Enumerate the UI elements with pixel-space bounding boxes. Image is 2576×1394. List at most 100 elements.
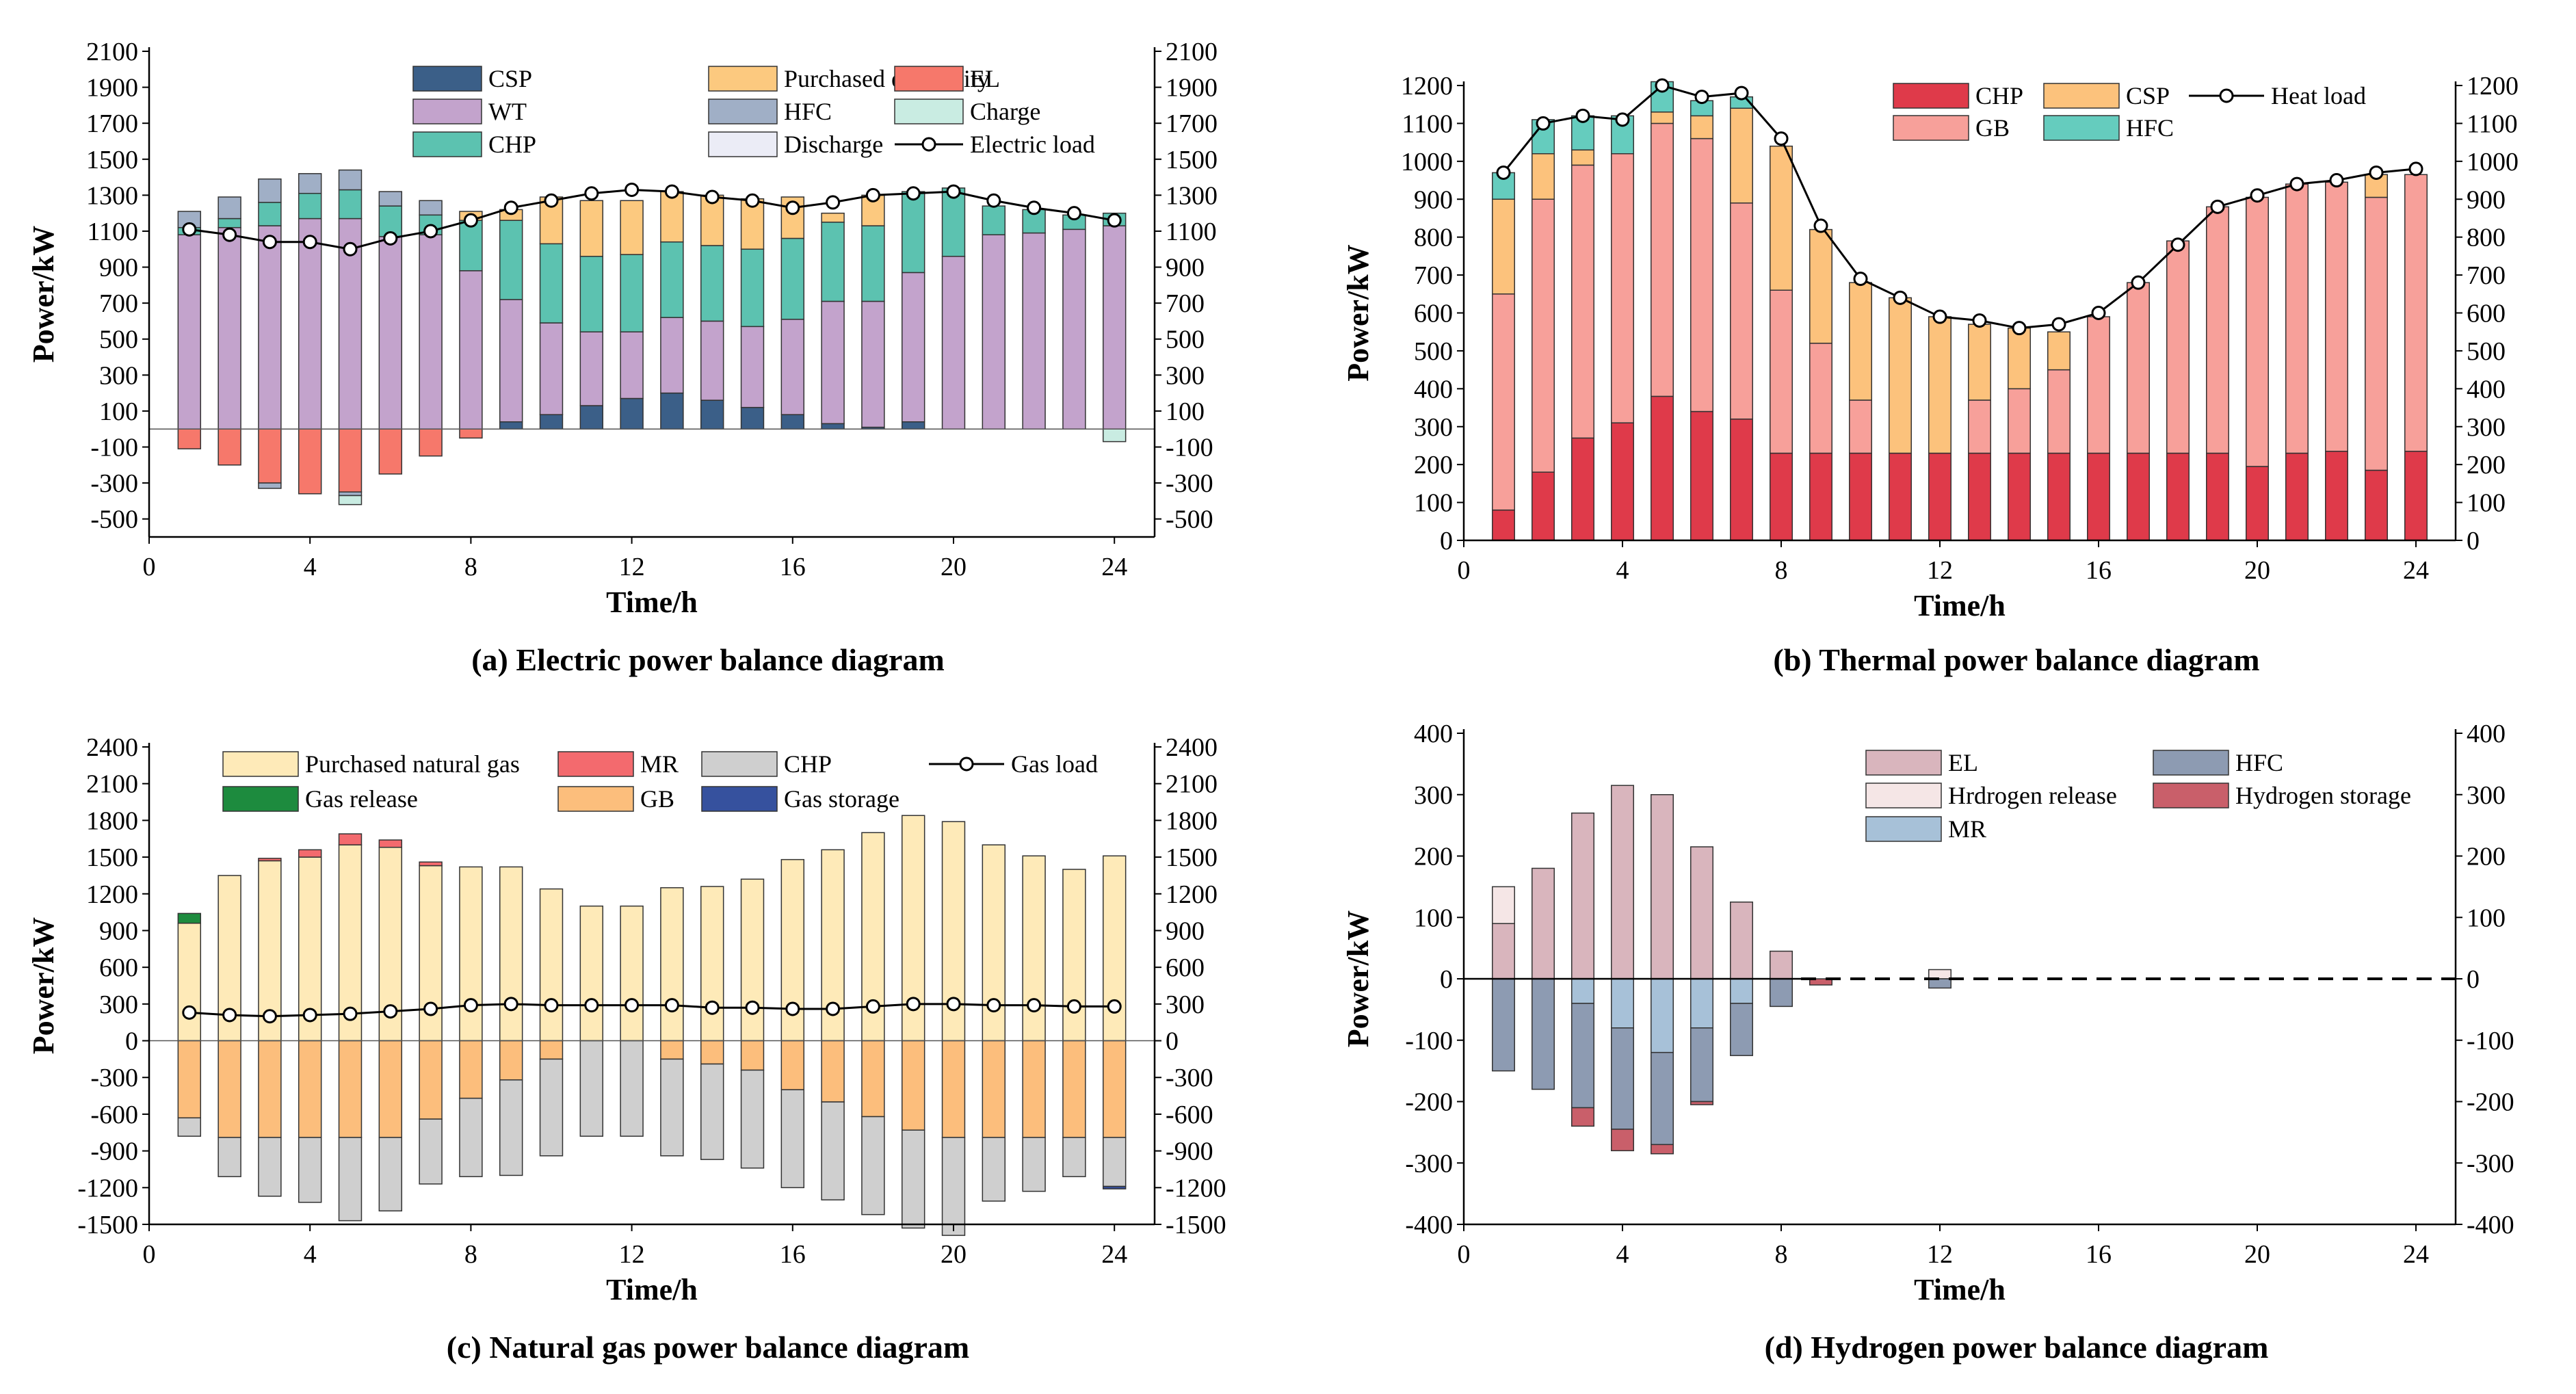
ytick-label-right: -300 [1166,469,1213,498]
bar-a-wt-10 [539,322,564,415]
bar-c-chp-neg-5 [338,1137,363,1222]
bar-d-mr-neg-4 [1611,978,1634,1029]
bar-b-csp-15 [2047,331,2071,371]
legend-swatch-csp [412,66,482,92]
ytick-label-right: 600 [1166,954,1205,982]
bar-d-mr-neg-7 [1730,978,1753,1004]
bar-c-chp-neg-10 [539,1058,564,1157]
ytick-label-left: 700 [1414,261,1453,290]
bar-d-hfc-neg-4 [1611,1027,1634,1130]
marker-a-load-15 [745,193,760,208]
legend-swatch-chp [1893,83,1969,109]
xtick-label: 0 [143,1240,156,1269]
bar-c-gb-neg-7 [419,1040,443,1120]
ytick-label-left: -200 [1405,1088,1453,1117]
bar-a-csp-16 [780,414,805,430]
marker-b-load-14 [2012,321,2027,336]
bar-b-csp-3 [1571,149,1594,166]
bar-b-gb-22 [2325,181,2348,452]
ytick-label-left: 400 [1414,375,1453,404]
ytick-label-right: 1500 [1166,843,1218,872]
ytick-label-right: -300 [2467,1149,2514,1178]
bar-a-el-neg-2 [218,428,241,466]
bar-b-gb-15 [2047,369,2071,454]
legend-label: HFC [2235,749,2283,776]
bar-b-csp-10 [1849,282,1872,401]
bar-a-wt-15 [740,326,765,408]
bar-a-el-neg-6 [378,428,403,475]
marker-a-load-11 [584,186,599,201]
marker-b-load-2 [1536,116,1551,131]
marker-b-load-19 [2210,199,2225,214]
bar-a-wt-2 [218,226,241,430]
ytick-label-left: 2100 [86,770,138,799]
bar-a-wt-24 [1102,225,1127,430]
marker-c-load-15 [745,1000,760,1015]
legend-swatch-hrdrogen-release [1865,783,1942,808]
ytick-label-left: 1900 [86,74,138,103]
bar-b-chp-8 [1770,452,1793,541]
bar-b-gb-17 [2127,282,2150,454]
marker-b-load-22 [2329,173,2344,188]
bar-d-el-6 [1690,846,1713,979]
ytick-label-right: 1300 [1166,181,1218,210]
legend-swatch-marker [921,137,936,152]
marker-a-load-21 [986,193,1001,208]
bar-c-gb-neg-19 [901,1040,925,1131]
bar-b-chp-13 [1968,452,1991,541]
bar-c-gb-neg-16 [780,1040,805,1090]
bar-b-chp-14 [2008,452,2031,541]
bar-c-chp-neg-6 [378,1137,403,1212]
ytick-label-right: -1500 [1166,1211,1226,1239]
bar-c-chp-neg-1 [177,1117,202,1137]
marker-b-load-1 [1496,165,1511,180]
bar-c-purchased-natural-gas-1 [177,922,202,1042]
ytick-label-right: -400 [2467,1211,2514,1239]
bar-b-chp-7 [1730,418,1753,541]
bar-c-chp-neg-21 [982,1137,1006,1202]
bar-b-gb-10 [1849,399,1872,454]
bar-c-purchased-natural-gas-13 [660,887,684,1042]
ytick-label-left: 300 [1414,413,1453,442]
ytick-label-left: 1500 [86,843,138,872]
ytick-label-right: 900 [1166,254,1205,282]
xtick-label: 0 [1458,1240,1471,1269]
marker-b-load-24 [2408,161,2423,176]
ytick-label-left: -100 [1405,1027,1453,1055]
legend-d: EL HFC Hrdrogen release Hydrogen storage MR [1865,749,2411,843]
xtick-label: 24 [1101,553,1127,581]
legend-label: Charge [970,98,1040,125]
bar-b-gb-3 [1571,164,1594,439]
marker-c-load-10 [544,998,559,1013]
bar-a-csp-11 [579,405,604,430]
bar-d-el-7 [1730,902,1753,979]
bar-b-gb-13 [1968,399,1991,454]
bar-c-chp-neg-20 [941,1137,966,1236]
bar-c-gb-neg-9 [499,1040,523,1081]
bar-a-wt-4 [298,218,322,430]
bar-a-wt-6 [378,236,403,430]
bar-b-chp-21 [2285,452,2309,541]
bar-c-purchased-natural-gas-9 [499,866,523,1042]
marker-b-load-7 [1734,86,1749,101]
ytick-label-left: 1700 [86,109,138,138]
bar-a-chp-17 [821,222,845,302]
bar-a-wt-22 [1022,232,1046,430]
bar-b-gb-23 [2365,196,2388,471]
bar-a-csp-12 [620,397,644,430]
bar-a-wt-13 [660,317,684,394]
bar-a-wt-19 [901,272,925,423]
ytick-label-left: 100 [1414,489,1453,518]
bar-a-wt-7 [419,234,443,430]
legend-swatch-hfc [708,98,778,124]
ytick-label-left: 300 [99,361,138,390]
bar-b-csp-12 [1928,316,1951,454]
bar-c-gb-neg-6 [378,1040,403,1138]
ytick-label-right: 1100 [1166,218,1217,246]
bar-c-gb-neg-3 [258,1040,282,1138]
marker-b-load-21 [2289,176,2304,192]
marker-a-load-6 [383,231,398,246]
bar-d-hrdrogen-release-12 [1928,969,1951,979]
bar-a-hfc-2 [218,196,241,220]
bar-c-gb-neg-1 [177,1040,202,1119]
